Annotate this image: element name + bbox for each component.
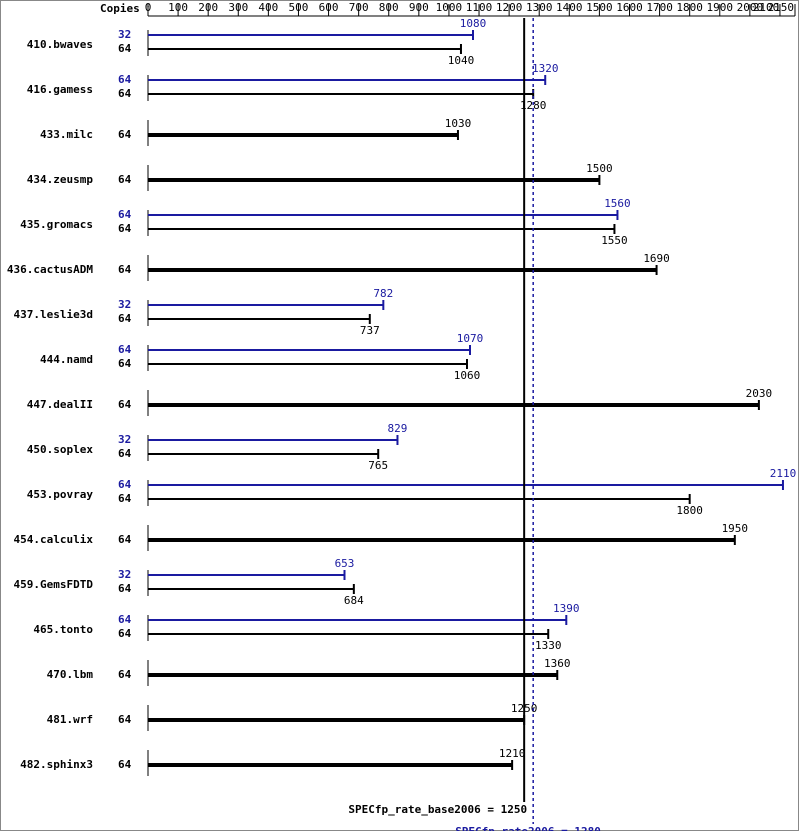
- value-label: 782: [373, 287, 393, 300]
- x-tick-label: 500: [289, 1, 309, 14]
- benchmark-name: 481.wrf: [47, 713, 93, 726]
- value-label: 737: [360, 324, 380, 337]
- benchmark-name: 437.leslie3d: [14, 308, 93, 321]
- benchmark-name: 434.zeusmp: [27, 173, 94, 186]
- reference-label: SPECfp_rate_base2006 = 1250: [348, 803, 527, 816]
- copies-label: 32: [118, 568, 131, 581]
- copies-label: 64: [118, 208, 132, 221]
- value-label: 1500: [586, 162, 613, 175]
- x-tick-label: 400: [258, 1, 278, 14]
- benchmark-name: 459.GemsFDTD: [14, 578, 94, 591]
- x-tick-label: 1900: [707, 1, 734, 14]
- x-tick-label: 600: [319, 1, 339, 14]
- copies-label: 64: [118, 343, 132, 356]
- copies-label: 64: [118, 478, 132, 491]
- reference-label: SPECfp_rate2006 = 1280: [455, 825, 601, 831]
- value-label: 1330: [535, 639, 562, 652]
- value-label: 829: [388, 422, 408, 435]
- copies-label: 64: [118, 263, 132, 276]
- benchmark-name: 435.gromacs: [20, 218, 93, 231]
- benchmark-name: 416.gamess: [27, 83, 93, 96]
- benchmark-name: 444.namd: [40, 353, 93, 366]
- copies-label: 64: [118, 668, 132, 681]
- x-tick-label: 2100: [753, 1, 780, 14]
- benchmark-name: 482.sphinx3: [20, 758, 93, 771]
- copies-label: 64: [118, 357, 132, 370]
- copies-label: 32: [118, 433, 131, 446]
- copies-label: 64: [118, 447, 132, 460]
- copies-label: 64: [118, 312, 132, 325]
- copies-label: 64: [118, 173, 132, 186]
- x-tick-label: 700: [349, 1, 369, 14]
- value-label: 765: [368, 459, 388, 472]
- x-tick-label: 1200: [496, 1, 523, 14]
- benchmark-name: 470.lbm: [47, 668, 94, 681]
- benchmark-name: 453.povray: [27, 488, 94, 501]
- value-label: 653: [335, 557, 355, 570]
- copies-label: 64: [118, 627, 132, 640]
- benchmark-name: 447.dealII: [27, 398, 93, 411]
- x-tick-label: 300: [228, 1, 248, 14]
- value-label: 1060: [454, 369, 481, 382]
- x-tick-label: 800: [379, 1, 399, 14]
- x-tick-label: 2150: [768, 1, 795, 14]
- copies-label: 64: [118, 222, 132, 235]
- copies-label: 64: [118, 758, 132, 771]
- value-label: 1280: [520, 99, 547, 112]
- value-label: 1950: [722, 522, 749, 535]
- copies-label: 64: [118, 492, 132, 505]
- benchmark-name: 436.cactusADM: [7, 263, 93, 276]
- value-label: 1040: [448, 54, 475, 67]
- x-tick-label: 1100: [466, 1, 493, 14]
- copies-header: Copies: [100, 2, 140, 15]
- x-tick-label: 1700: [646, 1, 673, 14]
- value-label: 2030: [746, 387, 773, 400]
- x-tick-label: 100: [168, 1, 188, 14]
- x-tick-label: 1500: [586, 1, 613, 14]
- benchmark-name: 450.soplex: [27, 443, 94, 456]
- copies-label: 64: [118, 73, 132, 86]
- value-label: 1030: [445, 117, 472, 130]
- copies-label: 32: [118, 298, 131, 311]
- value-label: 1390: [553, 602, 580, 615]
- benchmark-name: 454.calculix: [14, 533, 94, 546]
- value-label: 1800: [676, 504, 703, 517]
- value-label: 684: [344, 594, 364, 607]
- x-tick-label: 1800: [676, 1, 703, 14]
- value-label: 1690: [643, 252, 670, 265]
- benchmark-name: 465.tonto: [33, 623, 93, 636]
- value-label: 1320: [532, 62, 559, 75]
- copies-label: 64: [118, 713, 132, 726]
- value-label: 2110: [770, 467, 797, 480]
- benchmark-name: 433.milc: [40, 128, 93, 141]
- copies-label: 64: [118, 87, 132, 100]
- copies-label: 64: [118, 398, 132, 411]
- copies-label: 64: [118, 533, 132, 546]
- x-tick-label: 1600: [616, 1, 643, 14]
- x-tick-label: 1000: [436, 1, 463, 14]
- x-tick-label: 1300: [526, 1, 553, 14]
- benchmark-name: 410.bwaves: [27, 38, 93, 51]
- value-label: 1550: [601, 234, 628, 247]
- x-tick-label: 1400: [556, 1, 583, 14]
- value-label: 1560: [604, 197, 631, 210]
- value-label: 1360: [544, 657, 571, 670]
- value-label: 1080: [460, 17, 487, 30]
- x-tick-label: 900: [409, 1, 429, 14]
- copies-label: 64: [118, 582, 132, 595]
- copies-label: 64: [118, 42, 132, 55]
- x-tick-label: 200: [198, 1, 218, 14]
- copies-label: 64: [118, 128, 132, 141]
- value-label: 1070: [457, 332, 484, 345]
- x-tick-label: 2000: [737, 1, 764, 14]
- x-tick-label: 0: [145, 1, 152, 14]
- copies-label: 64: [118, 613, 132, 626]
- copies-label: 32: [118, 28, 131, 41]
- value-label: 1210: [499, 747, 526, 760]
